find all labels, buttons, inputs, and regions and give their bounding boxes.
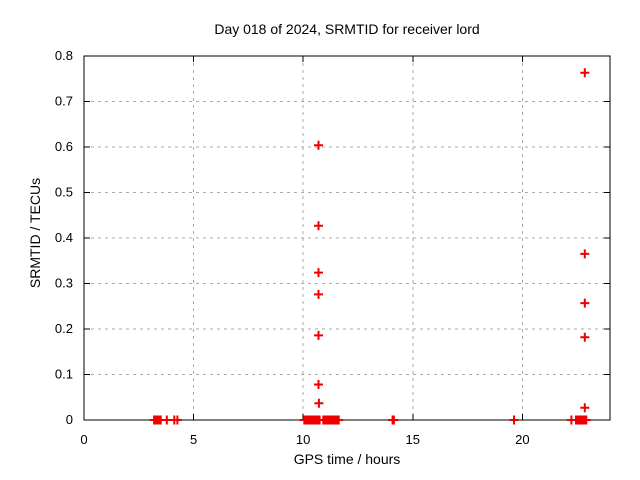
data-point xyxy=(314,221,323,231)
data-point xyxy=(314,289,323,299)
data-point xyxy=(314,330,323,340)
data-point xyxy=(580,403,590,413)
x-tick-label: 5 xyxy=(190,432,197,447)
y-tick-label: 0.7 xyxy=(55,94,73,109)
x-tick-label: 0 xyxy=(80,432,87,447)
data-point xyxy=(580,249,590,259)
data-point xyxy=(314,268,323,278)
data-point xyxy=(314,140,323,150)
data-point xyxy=(509,415,519,425)
data-point xyxy=(580,332,590,342)
data-point xyxy=(314,380,323,389)
gridlines xyxy=(84,56,610,420)
y-tick-label: 0.6 xyxy=(55,139,73,154)
x-tick-label: 10 xyxy=(296,432,310,447)
data-point xyxy=(580,298,590,308)
data-points xyxy=(149,68,591,425)
data-point xyxy=(172,415,182,425)
y-tick-label: 0.8 xyxy=(55,48,73,63)
data-point xyxy=(580,68,590,78)
y-tick-label: 0.2 xyxy=(55,321,73,336)
x-tick-label: 15 xyxy=(406,432,420,447)
y-tick-label: 0.5 xyxy=(55,185,73,200)
y-tick-label: 0 xyxy=(66,412,73,427)
x-axis-label: GPS time / hours xyxy=(293,451,401,467)
tick-labels: 0 5 10 15 20 0 0.1 0.2 0.3 0.4 0.5 0.6 0.7 0.8 xyxy=(55,48,530,447)
plot-border xyxy=(83,55,611,421)
y-tick-label: 0.4 xyxy=(55,230,73,245)
data-point xyxy=(314,398,324,408)
data-point xyxy=(389,415,399,425)
y-axis-label: SRMTID / TECUs xyxy=(27,177,43,289)
x-tick-label: 20 xyxy=(515,432,529,447)
data-point xyxy=(334,415,344,425)
data-point xyxy=(581,415,591,425)
y-tick-label: 0.1 xyxy=(55,367,73,382)
y-tick-label: 0.3 xyxy=(55,276,73,291)
chart-title: Day 018 of 2024, SRMTID for receiver lor… xyxy=(214,21,480,37)
